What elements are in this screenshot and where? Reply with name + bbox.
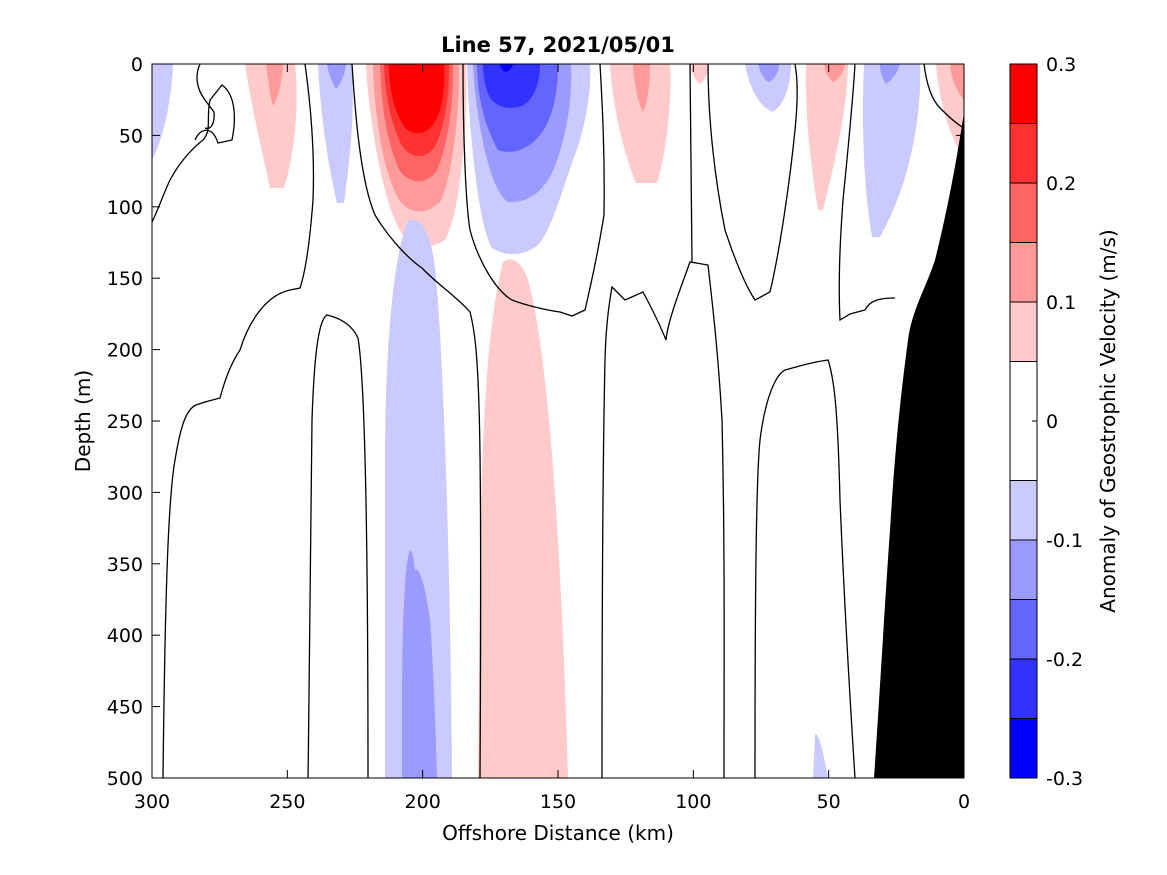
colorbar-band [1010,659,1037,719]
colorbar-band [1010,302,1037,362]
y-tick-label: 250 [107,411,143,433]
colorbar-tick-label: 0 [1046,411,1058,433]
contour-fill [813,734,828,778]
contour-fill [385,219,452,778]
y-tick-label: 400 [107,625,143,647]
contour-fill [633,64,650,112]
contour-fill [500,64,513,72]
colorbar-band [1010,718,1037,778]
colorbar-band [1010,480,1037,540]
colorbar-band [1010,599,1037,659]
colorbar-tick-label: 0.2 [1046,173,1076,195]
contour-line [351,63,482,779]
contour-line [754,359,856,779]
y-tick-label: 50 [119,125,143,147]
contour-fill [824,64,845,82]
contour-fill [610,64,671,183]
contour-fill [266,64,283,106]
x-axis: 300 250 200 150 100 50 0 [134,64,970,813]
contour-fill [152,64,173,160]
colorbar: 0.3 0.2 0.1 0 -0.1 -0.2 -0.3 [1009,54,1083,790]
bathymetry-mask [874,113,964,778]
colorbar-tick-label: -0.1 [1046,530,1083,552]
colorbar-band [1010,64,1037,124]
x-tick-label: 250 [269,791,305,813]
contour-line [151,84,236,223]
contour-fill [758,64,779,82]
y-tick-label: 100 [107,197,143,219]
contour-line [462,63,605,317]
colorbar-tick-label: -0.2 [1046,649,1083,671]
contour-fill [950,64,964,100]
y-tick-label: 500 [107,768,143,790]
x-tick-label: 300 [134,791,170,813]
contour-fill [478,259,568,778]
y-axis: 0 50 100 150 200 250 300 350 400 450 500 [107,54,964,790]
contour-line [689,63,693,263]
colorbar-band [1010,242,1037,302]
chart-title: Line 57, 2021/05/01 [441,33,675,57]
x-axis-label: Offshore Distance (km) [442,821,674,845]
y-tick-label: 150 [107,268,143,290]
zero-contour-lines [151,63,965,779]
colorbar-tick-label: -0.3 [1046,768,1083,790]
y-tick-label: 0 [131,54,143,76]
contour-fill [880,64,900,84]
x-tick-label: 50 [817,791,841,813]
colorbar-tick-label: 0.3 [1046,54,1076,76]
y-tick-label: 450 [107,697,143,719]
contour-line [162,63,315,779]
contour-line [707,63,798,301]
x-tick-label: 100 [675,791,711,813]
plot-area [151,63,965,779]
contour-line [601,261,725,779]
x-tick-label: 150 [540,791,576,813]
filled-contours [152,64,964,778]
contour-line [196,63,215,130]
contour-fill [245,64,297,188]
y-tick-label: 200 [107,340,143,362]
colorbar-label: Anomaly of Geostrophic Velocity (m/s) [1096,229,1120,612]
colorbar-band [1010,183,1037,243]
contour-fill [389,64,445,134]
y-tick-label: 300 [107,482,143,504]
contour-fill [690,64,709,84]
colorbar-tick-label: 0.1 [1046,292,1076,314]
colorbar-band [1010,123,1037,183]
contour-fill [862,64,921,237]
contour-fill [805,64,848,210]
contour-fill [745,64,791,112]
contour-line [838,63,896,322]
contour-fill [483,64,540,108]
contour-fill [402,550,437,778]
colorbar-band [1010,540,1037,600]
y-tick-label: 350 [107,554,143,576]
contour-fill [327,64,346,89]
x-tick-label: 0 [958,791,970,813]
contour-line [307,314,369,779]
y-axis-label: Depth (m) [71,370,95,472]
x-tick-label: 200 [405,791,441,813]
contour-line [923,63,965,129]
contour-fill [318,64,353,203]
